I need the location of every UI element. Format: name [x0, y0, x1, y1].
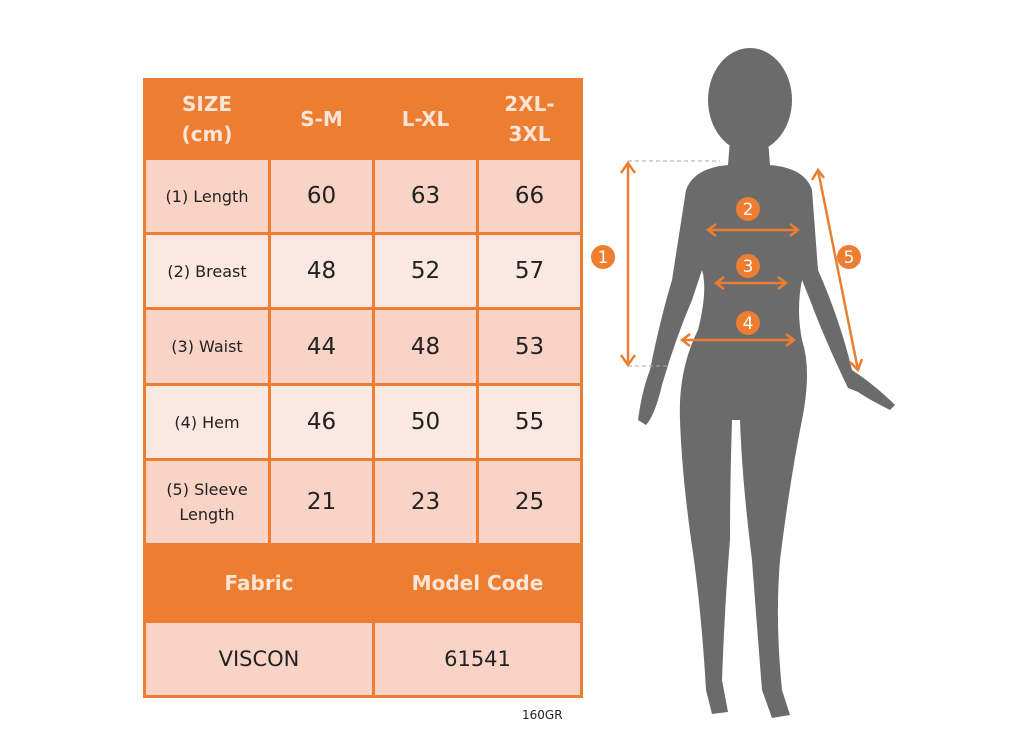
table-row: (4) Hem 46 50 55 [143, 383, 583, 461]
row-label: (4) Hem [143, 383, 271, 461]
fabric-weight-note: 160GR [522, 708, 563, 722]
table-row: (5) Sleeve Length 21 23 25 [143, 458, 583, 546]
cell: 57 [476, 232, 583, 310]
info-header-row: Fabric Model Code [143, 543, 583, 623]
marker-badges [591, 197, 861, 335]
cell: 63 [372, 157, 479, 235]
cell: 52 [372, 232, 479, 310]
header-text: SIZE (cm) [181, 92, 233, 146]
header-text: 2XL- 3XL [504, 92, 555, 146]
marker-1: 1 [598, 248, 609, 268]
marker-2: 2 [743, 200, 754, 220]
cell: 48 [268, 232, 375, 310]
body-silhouette: 1 2 3 4 5 [591, 48, 895, 718]
fabric-value: VISCON [143, 620, 375, 698]
cell: 66 [476, 157, 583, 235]
cell: 21 [268, 458, 375, 546]
header-size: SIZE (cm) [143, 78, 271, 160]
table-row: (2) Breast 48 52 57 [143, 232, 583, 310]
model-code-header: Model Code [372, 543, 583, 623]
cell: 23 [372, 458, 479, 546]
cell: 25 [476, 458, 583, 546]
marker-4: 4 [743, 314, 754, 334]
table-row: (1) Length 60 63 66 [143, 157, 583, 235]
header-l-xl: L-XL [372, 78, 479, 160]
cell: 46 [268, 383, 375, 461]
cell: 44 [268, 307, 375, 386]
info-value-row: VISCON 61541 [143, 620, 583, 698]
row-label: (5) Sleeve Length [143, 458, 271, 546]
row-label: (1) Length [143, 157, 271, 235]
cell: 48 [372, 307, 479, 386]
model-code-value: 61541 [372, 620, 583, 698]
row-label-text: (5) Sleeve Length [166, 480, 248, 524]
row-label: (2) Breast [143, 232, 271, 310]
cell: 53 [476, 307, 583, 386]
silhouette-shape [638, 48, 895, 718]
header-s-m: S-M [268, 78, 375, 160]
measurement-arrows [619, 160, 864, 373]
header-2xl-3xl: 2XL- 3XL [476, 78, 583, 160]
cell: 50 [372, 383, 479, 461]
marker-5: 5 [844, 248, 855, 268]
table-row: (3) Waist 44 48 53 [143, 307, 583, 386]
marker-3: 3 [743, 257, 754, 277]
cell: 55 [476, 383, 583, 461]
row-label: (3) Waist [143, 307, 271, 386]
header-row: SIZE (cm) S-M L-XL 2XL- 3XL [143, 78, 583, 160]
size-chart-table: SIZE (cm) S-M L-XL 2XL- 3XL (1) Length 6… [143, 78, 583, 698]
cell: 60 [268, 157, 375, 235]
guide-lines [628, 160, 720, 367]
fabric-header: Fabric [143, 543, 375, 623]
